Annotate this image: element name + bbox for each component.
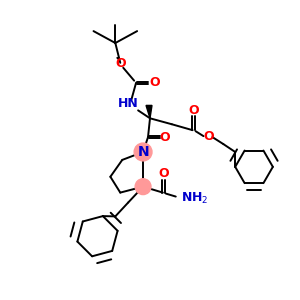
Text: NH$_2$: NH$_2$ bbox=[181, 191, 208, 206]
Text: O: O bbox=[203, 130, 214, 142]
Text: O: O bbox=[115, 57, 126, 70]
Circle shape bbox=[134, 143, 152, 161]
Text: O: O bbox=[159, 167, 169, 180]
Circle shape bbox=[135, 179, 151, 195]
Text: N: N bbox=[137, 145, 149, 159]
Polygon shape bbox=[146, 105, 152, 118]
Text: O: O bbox=[160, 130, 170, 144]
Text: HN: HN bbox=[118, 97, 139, 110]
Text: O: O bbox=[188, 104, 199, 117]
Text: O: O bbox=[150, 76, 160, 89]
